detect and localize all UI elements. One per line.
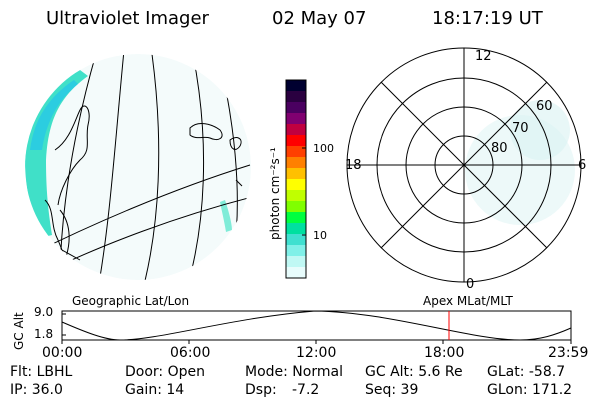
- mlt-label-18: 18: [345, 158, 362, 173]
- timeline-y-tick-high: 9.0: [34, 305, 54, 319]
- info-ip: IP: 36.0: [10, 382, 63, 398]
- mlat-label-70: 70: [512, 121, 529, 136]
- color-bar-segment: [286, 168, 306, 180]
- color-bar-segment: [286, 245, 306, 257]
- color-bar-segment: [286, 102, 306, 114]
- info-dsp-label: Dsp:: [245, 382, 277, 398]
- instrument-title: Ultraviolet Imager: [46, 8, 209, 29]
- mlat-label-80: 80: [491, 141, 508, 156]
- info-glat: GLat: -58.7: [487, 364, 566, 380]
- altitude-timeline: [61, 310, 572, 344]
- timeline-left-title: Geographic Lat/Lon: [72, 294, 190, 308]
- color-bar-segment: [286, 267, 306, 279]
- info-gc-alt: GC Alt: 5.6 Re: [365, 364, 463, 380]
- timeline-x-tick-0000: 00:00: [42, 345, 83, 361]
- mlt-label-0: 0: [466, 277, 474, 292]
- timeline-x-tick-2359: 23:59: [548, 345, 589, 361]
- color-bar-segment: [286, 113, 306, 125]
- mlt-label-12: 12: [475, 49, 492, 64]
- color-bar-segment: [286, 212, 306, 224]
- color-bar-segment: [286, 201, 306, 213]
- date-label: 02 May 07: [272, 8, 367, 29]
- color-bar-segment: [286, 223, 306, 235]
- mlat-label-60: 60: [536, 99, 553, 114]
- info-dsp-value: -7.2: [292, 382, 320, 398]
- timeline-y-axis-label: GC Alt: [12, 312, 26, 350]
- color-bar-segment: [286, 190, 306, 202]
- timeline-x-tick-1200: 12:00: [296, 345, 337, 361]
- color-bar-unit-label: photon cm⁻²s⁻¹: [268, 147, 282, 240]
- color-bar-segment: [286, 91, 306, 103]
- info-door: Door: Open: [125, 364, 205, 380]
- color-bar-segment: [286, 234, 306, 246]
- timeline-y-tick-low: 1.8: [34, 327, 54, 341]
- info-glon: GLon: 171.2: [487, 382, 573, 398]
- mlt-label-6: 6: [578, 158, 586, 173]
- color-bar-segment: [286, 256, 306, 268]
- info-seq: Seq: 39: [365, 382, 419, 398]
- info-flt: Flt: LBHL: [10, 364, 73, 380]
- color-bar-frame: [285, 79, 307, 279]
- color-bar-segment: [286, 146, 306, 158]
- polar-plot: 12 18 6 0 60 70 80: [345, 47, 586, 292]
- timeline-x-tick-1800: 18:00: [424, 345, 465, 361]
- color-bar-segment: [286, 179, 306, 191]
- earth-image-panel: [25, 54, 251, 280]
- color-bar-label-10: 10: [313, 229, 327, 242]
- color-bar-segment: [286, 124, 306, 136]
- timeline-right-title: Apex MLat/MLT: [423, 294, 513, 308]
- color-bar-segment: [286, 157, 306, 169]
- color-bar-segment: [286, 80, 306, 92]
- color-bar-segment: [286, 135, 306, 147]
- info-mode: Mode: Normal: [245, 364, 343, 380]
- time-label: 18:17:19 UT: [432, 8, 543, 29]
- color-bar-label-100: 100: [313, 142, 334, 155]
- color-bar: [286, 80, 306, 279]
- info-gain: Gain: 14: [125, 382, 185, 398]
- timeline-x-tick-0600: 06:00: [170, 345, 211, 361]
